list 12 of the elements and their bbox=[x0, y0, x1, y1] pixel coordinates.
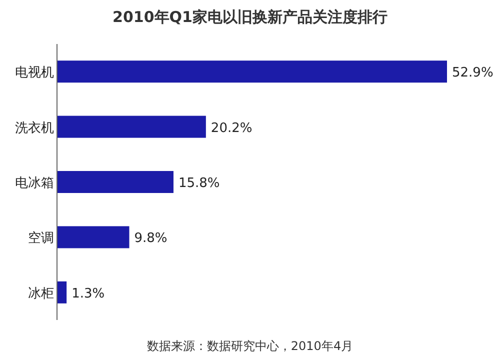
data-label: 1.3% bbox=[72, 286, 105, 302]
y-tick-label: 冰柜 bbox=[28, 286, 54, 302]
chart-title: 2010年Q1家电以旧换新产品关注度排行 bbox=[112, 8, 388, 26]
y-tick-label: 电冰箱 bbox=[15, 176, 54, 191]
data-label: 15.8% bbox=[178, 176, 220, 191]
source-note: 数据来源：数据研究中心，2010年4月 bbox=[146, 339, 354, 353]
data-label: 9.8% bbox=[134, 231, 168, 246]
y-tick-label: 电视机 bbox=[15, 66, 54, 81]
data-label: 52.9% bbox=[452, 66, 494, 81]
data-label: 20.2% bbox=[210, 120, 252, 136]
y-tick-label: 空调 bbox=[28, 231, 54, 246]
y-tick-label: 洗衣机 bbox=[15, 120, 54, 136]
